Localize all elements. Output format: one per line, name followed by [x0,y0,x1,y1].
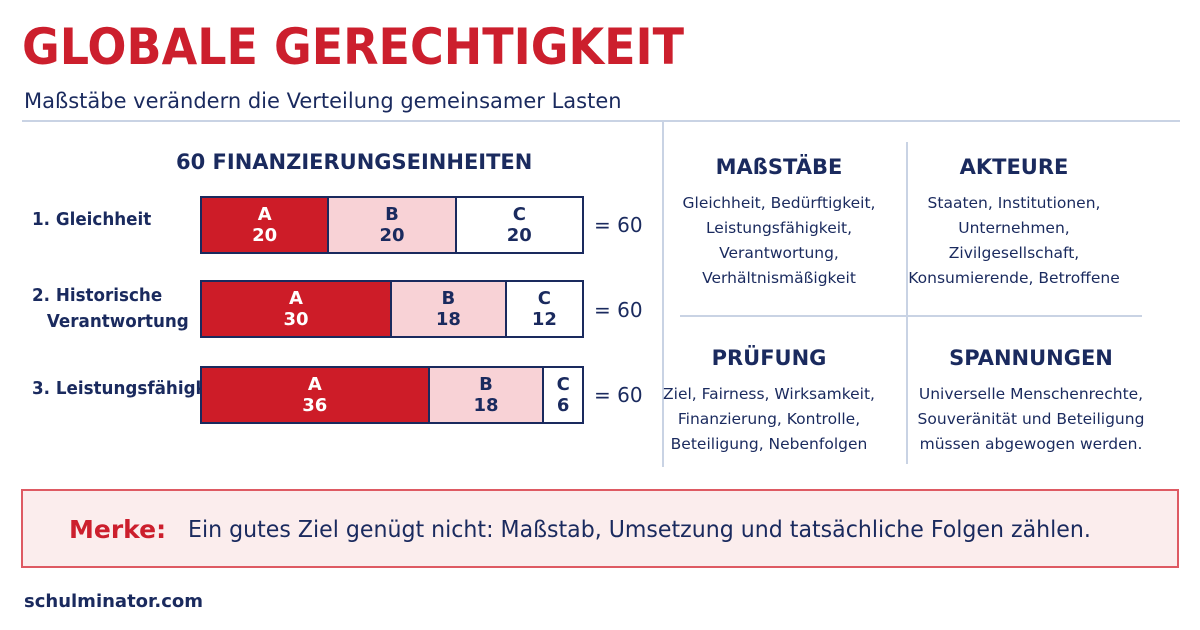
cell-line: Beteiligung, Nebenfolgen [670,435,868,453]
page-title: GLOBALE GERECHTIGKEIT [22,18,685,76]
segment-value: 12 [531,309,557,330]
row-label-line1: 1. Gleichheit [32,209,152,230]
bar-segment-c: C 20 [454,198,582,252]
cell-title: AKTEURE [959,155,1069,179]
row-label-leistungsfaehigkeit: 3. Leistungsfähigkeit [32,376,231,402]
chart-title: 60 FINANZIERUNGSEINHEITEN [176,150,533,174]
cell-line: Staaten, Institutionen, [927,194,1101,212]
cell-masstaebe: MAßSTÄBE Gleichheit, Bedürftigkeit, Leis… [661,152,897,291]
segment-value: 30 [283,309,309,330]
stacked-bar-gleichheit: A 20 B 20 C 20 [200,196,584,254]
cell-line: Finanzierung, Kontrolle, [677,410,861,428]
segment-value: 18 [473,395,499,416]
segment-value: 6 [556,395,570,416]
bar-segment-a: A 36 [202,368,428,422]
cell-line: Verhältnismäßigkeit [702,269,856,287]
segment-name: C [537,288,551,309]
row-label-historische-verantwortung: 2. Historische Verantwortung [32,283,189,335]
cell-spannungen: SPANNUNGEN Universelle Menschenrechte, S… [913,343,1149,457]
segment-name: B [385,204,399,225]
segment-name: B [479,374,493,395]
segment-name: C [512,204,526,225]
cell-line: müssen abgewogen werden. [919,435,1143,453]
segment-value: 18 [435,309,461,330]
bar-segment-a: A 30 [202,282,390,336]
bar-segment-b: B 20 [327,198,455,252]
row-label-gleichheit: 1. Gleichheit [32,207,151,233]
row-label-line2: Verantwortung [46,311,189,332]
segment-value: 20 [379,225,405,246]
cell-akteure: AKTEURE Staaten, Institutionen, Unterneh… [896,152,1132,291]
row-total: = 60 [594,383,643,407]
cell-line: Gleichheit, Bedürftigkeit, [682,194,876,212]
segment-value: 20 [252,225,278,246]
cell-line: Leistungsfähigkeit, [705,219,853,237]
footer-site: schulminator.com [24,591,203,612]
bar-segment-a: A 20 [202,198,328,252]
cell-line: Ziel, Fairness, Wirksamkeit, [663,385,875,403]
grid-divider-horizontal [680,315,1142,317]
page-subtitle: Maßstäbe verändern die Verteilung gemein… [24,89,622,113]
merke-callout: Merke: Ein gutes Ziel genügt nicht: Maßs… [21,489,1179,568]
segment-value: 36 [302,395,328,416]
header-divider [22,120,1180,122]
section-divider [662,122,664,467]
segment-name: B [441,288,456,309]
merke-label: Merke: [69,515,167,544]
row-total: = 60 [594,213,643,237]
merke-text: Ein gutes Ziel genügt nicht: Maßstab, Um… [188,517,1091,543]
cell-line: Souveränität und Beteiligung [917,410,1145,428]
cell-title: PRÜFUNG [711,346,827,370]
cell-line: Universelle Menschenrechte, [918,385,1144,403]
row-total: = 60 [594,298,643,322]
segment-value: 20 [506,225,532,246]
cell-line: Konsumierende, Betroffene [908,269,1120,287]
row-label-line1: 2. Historische [32,285,163,306]
segment-name: C [556,374,570,395]
bar-segment-b: B 18 [427,368,543,422]
cell-line: Zivilgesellschaft, [948,244,1080,262]
segment-name: A [307,374,322,395]
cell-title: MAßSTÄBE [715,155,843,179]
segment-name: A [289,288,303,309]
stacked-bar-leistungsfaehigkeit: A 36 B 18 C 6 [200,366,584,424]
stacked-bar-historische-verantwortung: A 30 B 18 C 12 [200,280,584,338]
cell-line: Unternehmen, [958,219,1070,237]
cell-line: Verantwortung, [719,244,839,262]
cell-title: SPANNUNGEN [949,346,1113,370]
grid-divider-vertical [906,142,908,464]
bar-segment-b: B 18 [390,282,505,336]
segment-name: A [257,204,272,225]
row-label-line1: 3. Leistungsfähigkeit [32,378,232,399]
bar-segment-c: C 12 [504,282,582,336]
cell-pruefung: PRÜFUNG Ziel, Fairness, Wirksamkeit, Fin… [651,343,887,457]
